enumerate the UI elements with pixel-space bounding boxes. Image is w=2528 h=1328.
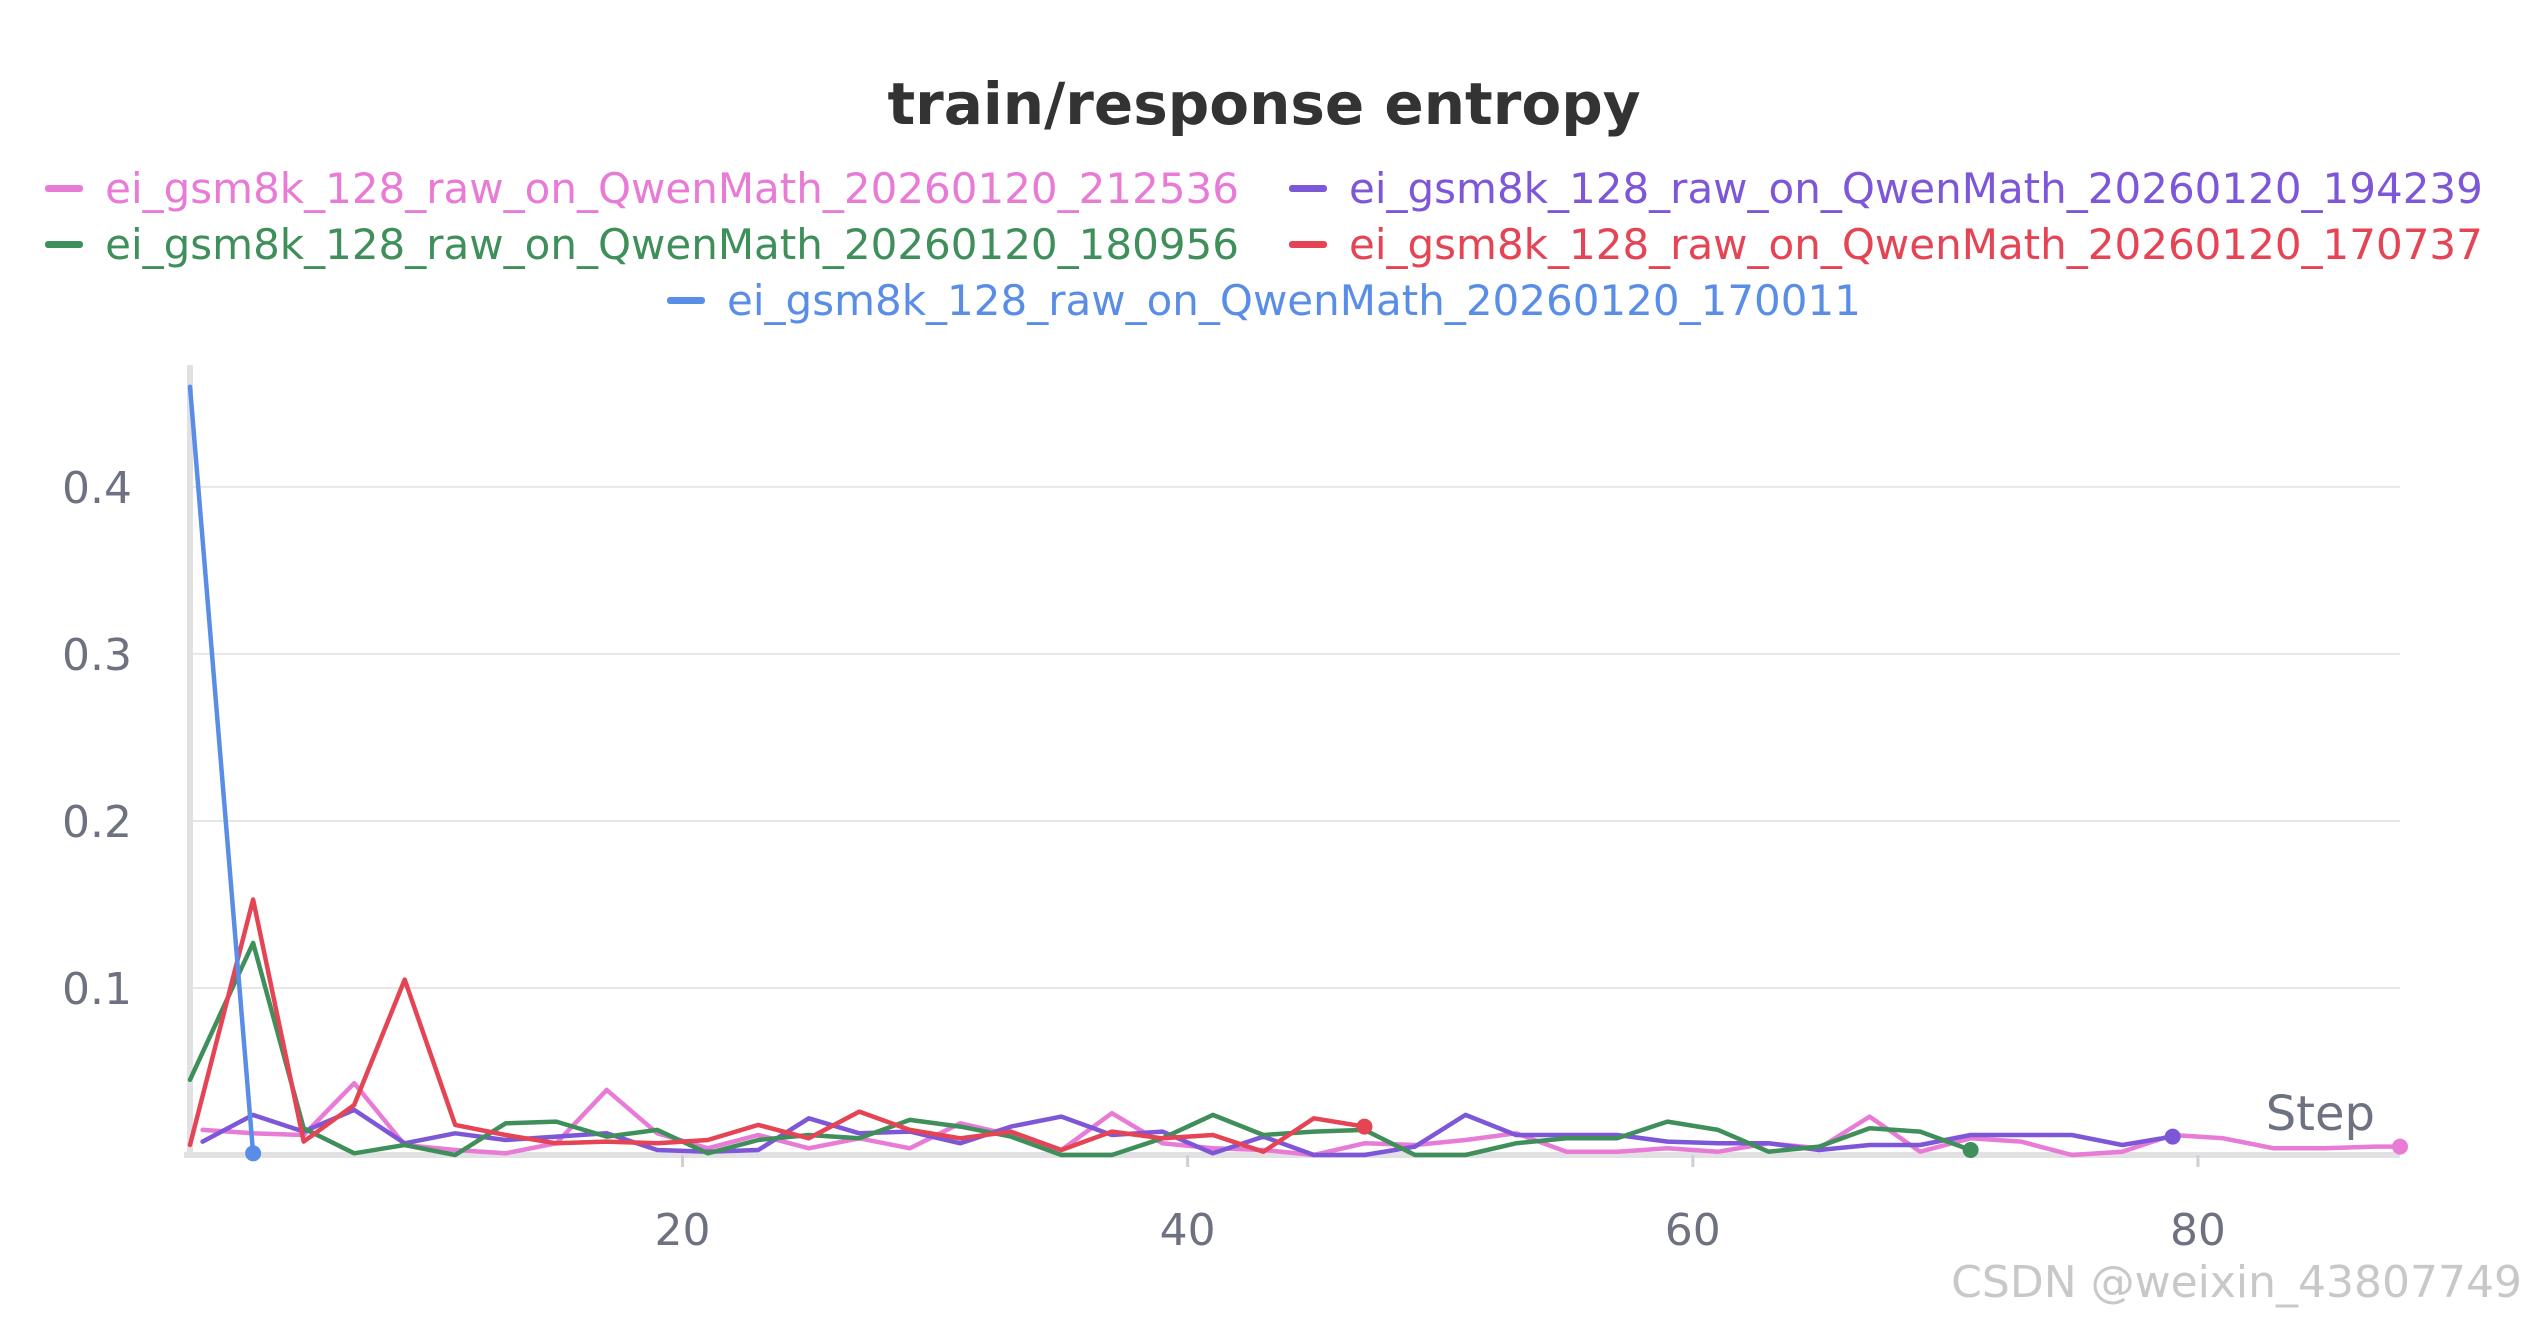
legend-swatch xyxy=(1289,240,1327,248)
legend-row: ei_gsm8k_128_raw_on_QwenMath_20260120_17… xyxy=(0,272,2528,328)
legend-swatch xyxy=(667,296,706,304)
x-axis-label: Step xyxy=(2266,1086,2375,1142)
legend-label: ei_gsm8k_128_raw_on_QwenMath_20260120_17… xyxy=(727,275,1861,325)
tick-labels: 0.1 0.2 0.3 0.4 20 40 60 80 Step xyxy=(62,463,2375,1256)
legend-item[interactable]: ei_gsm8k_128_raw_on_QwenMath_20260120_17… xyxy=(1289,220,2483,269)
legend-swatch xyxy=(45,240,84,248)
series-line xyxy=(187,384,256,1156)
axes xyxy=(184,365,2400,1167)
x-tick-label: 20 xyxy=(655,1205,711,1256)
grid xyxy=(190,485,2400,989)
watermark: CSDN @weixin_43807749 xyxy=(1951,1257,2522,1308)
legend-item[interactable]: ei_gsm8k_128_raw_on_QwenMath_20260120_17… xyxy=(667,276,1861,325)
series-end-marker xyxy=(1356,1118,1373,1135)
legend: ei_gsm8k_128_raw_on_QwenMath_20260120_21… xyxy=(0,160,2528,328)
y-tick-label: 0.2 xyxy=(62,797,132,848)
y-tick-label: 0.4 xyxy=(62,463,132,514)
series-end-marker xyxy=(2164,1128,2181,1145)
legend-row: ei_gsm8k_128_raw_on_QwenMath_20260120_21… xyxy=(0,160,2528,216)
series-end-marker xyxy=(245,1145,262,1162)
legend-item[interactable]: ei_gsm8k_128_raw_on_QwenMath_20260120_18… xyxy=(45,220,1239,269)
series-end-marker xyxy=(1962,1141,1979,1158)
x-tick-label: 40 xyxy=(1160,1205,1216,1256)
legend-label: ei_gsm8k_128_raw_on_QwenMath_20260120_18… xyxy=(105,219,1239,269)
legend-label: ei_gsm8k_128_raw_on_QwenMath_20260120_19… xyxy=(1349,163,2483,213)
legend-swatch xyxy=(45,184,84,192)
y-tick-label: 0.3 xyxy=(62,630,132,681)
series-line xyxy=(200,1080,2403,1158)
series-lines xyxy=(187,384,2408,1162)
x-tick-label: 80 xyxy=(2170,1205,2226,1256)
legend-label: ei_gsm8k_128_raw_on_QwenMath_20260120_17… xyxy=(1349,219,2483,269)
legend-item[interactable]: ei_gsm8k_128_raw_on_QwenMath_20260120_19… xyxy=(1289,164,2483,213)
series-line xyxy=(187,940,1973,1158)
chart-title: train/response entropy xyxy=(887,70,1641,138)
legend-swatch xyxy=(1289,184,1327,192)
legend-label: ei_gsm8k_128_raw_on_QwenMath_20260120_21… xyxy=(105,163,1239,213)
legend-item[interactable]: ei_gsm8k_128_raw_on_QwenMath_20260120_21… xyxy=(45,164,1239,213)
legend-row: ei_gsm8k_128_raw_on_QwenMath_20260120_18… xyxy=(0,216,2528,272)
x-tick-label: 60 xyxy=(1665,1205,1721,1256)
y-tick-label: 0.1 xyxy=(62,964,132,1015)
series-line xyxy=(187,897,1367,1154)
series-end-marker xyxy=(2392,1138,2408,1155)
